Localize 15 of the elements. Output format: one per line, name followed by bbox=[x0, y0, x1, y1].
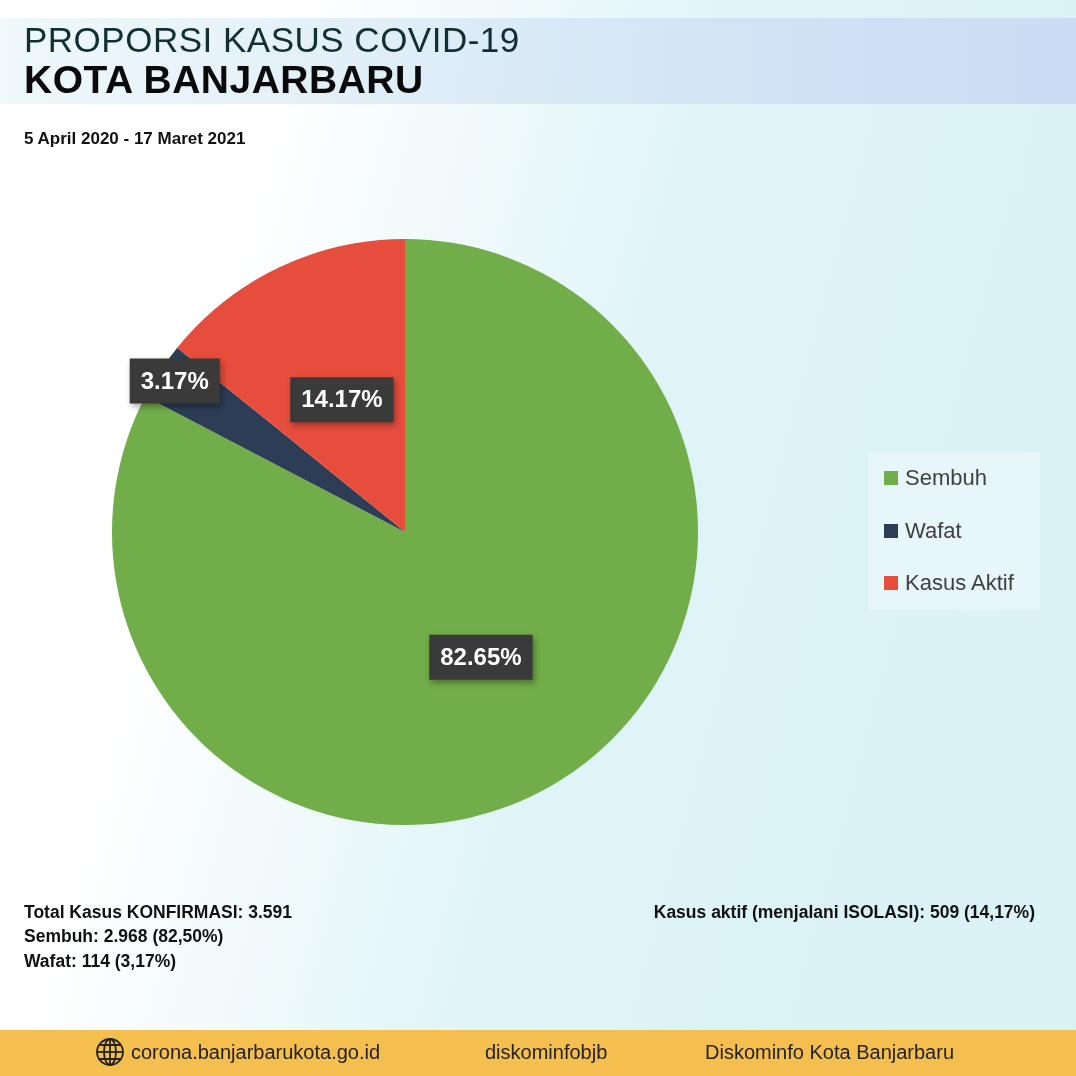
text: Total Kasus KONFIRMASI: 3.591 bbox=[24, 901, 293, 923]
data-label: 82.65% bbox=[440, 642, 522, 670]
text: diskominfobjb bbox=[485, 1040, 608, 1064]
data-label: 3.17% bbox=[140, 366, 209, 394]
legend-label: Sembuh bbox=[905, 465, 987, 491]
legend-label: Kasus Aktif bbox=[905, 570, 1014, 596]
text: Wafat: 114 (3,17%) bbox=[24, 950, 177, 972]
text: Sembuh: 2.968 (82,50%) bbox=[24, 925, 224, 947]
text: Kasus aktif (menjalani ISOLASI): 509 (14,17%) bbox=[653, 901, 1035, 923]
text: corona.banjarbarukota.go.id bbox=[131, 1040, 381, 1064]
chart-title: PROPORSI KASUS COVID-19 KOTA BANJARBARU bbox=[24, 20, 521, 101]
data-label: 14.17% bbox=[301, 385, 383, 413]
chart-subtitle: 5 April 2020 - 17 Maret 2021 bbox=[24, 129, 246, 149]
legend-label: Wafat bbox=[905, 517, 962, 544]
text: Diskominfo Kota Banjarbaru bbox=[705, 1040, 955, 1064]
